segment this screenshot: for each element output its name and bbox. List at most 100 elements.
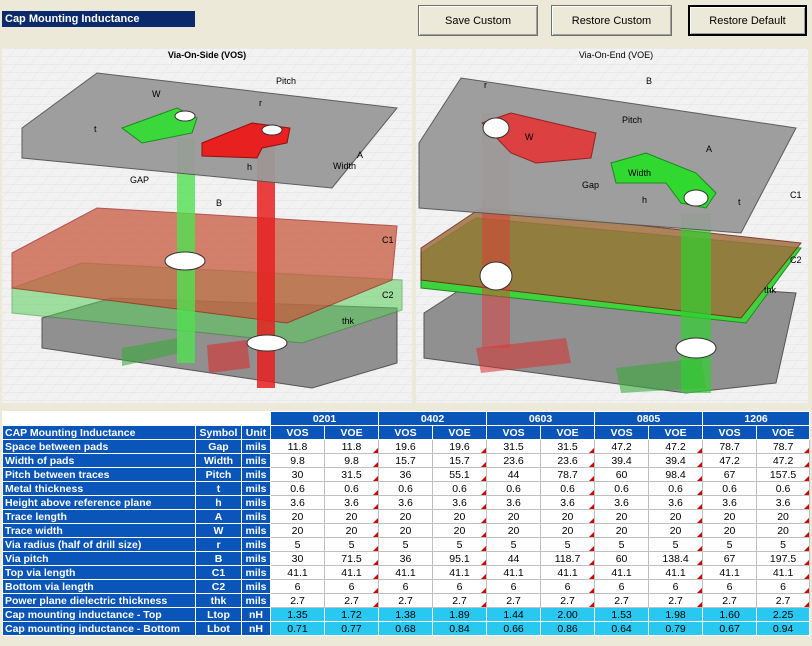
- value-cell[interactable]: 6: [486, 579, 542, 594]
- value-cell[interactable]: 6: [648, 579, 704, 594]
- value-cell[interactable]: 3.6: [540, 495, 596, 510]
- value-cell[interactable]: 60: [594, 467, 650, 482]
- value-cell[interactable]: 6: [756, 579, 811, 594]
- value-cell[interactable]: 197.5: [756, 551, 811, 566]
- value-cell[interactable]: 6: [594, 579, 650, 594]
- value-cell[interactable]: 5: [756, 537, 811, 552]
- value-cell[interactable]: 15.7: [432, 453, 488, 468]
- value-cell[interactable]: 41.1: [756, 565, 811, 580]
- value-cell[interactable]: 5: [432, 537, 488, 552]
- value-cell[interactable]: 31.5: [540, 439, 596, 454]
- value-cell[interactable]: 20: [540, 509, 596, 524]
- value-cell[interactable]: 2.7: [378, 593, 434, 608]
- value-cell[interactable]: 0.6: [702, 481, 758, 496]
- value-cell[interactable]: 3.6: [270, 495, 325, 510]
- value-cell[interactable]: 41.1: [323, 565, 380, 580]
- value-cell[interactable]: 41.1: [378, 565, 434, 580]
- value-cell[interactable]: 41.1: [702, 565, 758, 580]
- value-cell[interactable]: 5: [648, 537, 704, 552]
- value-cell[interactable]: 20: [594, 523, 650, 538]
- restore-custom-button[interactable]: Restore Custom: [551, 5, 672, 36]
- value-cell[interactable]: 20: [648, 509, 704, 524]
- value-cell[interactable]: 20: [323, 523, 380, 538]
- value-cell[interactable]: 9.8: [270, 453, 325, 468]
- value-cell[interactable]: 3.6: [432, 495, 488, 510]
- value-cell[interactable]: 23.6: [540, 453, 596, 468]
- value-cell[interactable]: 30: [270, 551, 325, 566]
- value-cell[interactable]: 47.2: [648, 439, 704, 454]
- value-cell[interactable]: 2.7: [486, 593, 542, 608]
- value-cell[interactable]: 118.7: [540, 551, 596, 566]
- value-cell[interactable]: 19.6: [432, 439, 488, 454]
- value-cell[interactable]: 31.5: [323, 467, 380, 482]
- value-cell[interactable]: 20: [432, 509, 488, 524]
- value-cell[interactable]: 5: [378, 537, 434, 552]
- value-cell[interactable]: 95.1: [432, 551, 488, 566]
- value-cell[interactable]: 6: [323, 579, 380, 594]
- value-cell[interactable]: 3.6: [648, 495, 704, 510]
- value-cell[interactable]: 39.4: [594, 453, 650, 468]
- value-cell[interactable]: 20: [270, 509, 325, 524]
- value-cell[interactable]: 44: [486, 467, 542, 482]
- value-cell[interactable]: 3.6: [756, 495, 811, 510]
- value-cell[interactable]: 71.5: [323, 551, 380, 566]
- value-cell[interactable]: 20: [594, 509, 650, 524]
- value-cell[interactable]: 5: [702, 537, 758, 552]
- value-cell[interactable]: 0.6: [270, 481, 325, 496]
- value-cell[interactable]: 20: [486, 523, 542, 538]
- value-cell[interactable]: 20: [540, 523, 596, 538]
- value-cell[interactable]: 6: [702, 579, 758, 594]
- value-cell[interactable]: 47.2: [702, 453, 758, 468]
- value-cell[interactable]: 0.6: [594, 481, 650, 496]
- value-cell[interactable]: 9.8: [323, 453, 380, 468]
- value-cell[interactable]: 5: [594, 537, 650, 552]
- value-cell[interactable]: 67: [702, 467, 758, 482]
- value-cell[interactable]: 78.7: [756, 439, 811, 454]
- value-cell[interactable]: 31.5: [486, 439, 542, 454]
- value-cell[interactable]: 2.7: [702, 593, 758, 608]
- value-cell[interactable]: 6: [270, 579, 325, 594]
- value-cell[interactable]: 2.7: [594, 593, 650, 608]
- value-cell[interactable]: 0.6: [432, 481, 488, 496]
- value-cell[interactable]: 3.6: [486, 495, 542, 510]
- value-cell[interactable]: 41.1: [540, 565, 596, 580]
- value-cell[interactable]: 6: [540, 579, 596, 594]
- save-custom-button[interactable]: Save Custom: [418, 5, 538, 36]
- value-cell[interactable]: 5: [486, 537, 542, 552]
- value-cell[interactable]: 2.7: [270, 593, 325, 608]
- value-cell[interactable]: 5: [323, 537, 380, 552]
- restore-default-button[interactable]: Restore Default: [688, 5, 807, 36]
- value-cell[interactable]: 157.5: [756, 467, 811, 482]
- value-cell[interactable]: 20: [486, 509, 542, 524]
- value-cell[interactable]: 60: [594, 551, 650, 566]
- value-cell[interactable]: 20: [648, 523, 704, 538]
- value-cell[interactable]: 78.7: [540, 467, 596, 482]
- value-cell[interactable]: 41.1: [270, 565, 325, 580]
- value-cell[interactable]: 20: [432, 523, 488, 538]
- value-cell[interactable]: 3.6: [378, 495, 434, 510]
- value-cell[interactable]: 20: [323, 509, 380, 524]
- value-cell[interactable]: 41.1: [648, 565, 704, 580]
- value-cell[interactable]: 55.1: [432, 467, 488, 482]
- value-cell[interactable]: 5: [540, 537, 596, 552]
- value-cell[interactable]: 41.1: [486, 565, 542, 580]
- value-cell[interactable]: 6: [378, 579, 434, 594]
- value-cell[interactable]: 23.6: [486, 453, 542, 468]
- value-cell[interactable]: 3.6: [323, 495, 380, 510]
- value-cell[interactable]: 11.8: [270, 439, 325, 454]
- value-cell[interactable]: 20: [756, 523, 811, 538]
- value-cell[interactable]: 0.6: [540, 481, 596, 496]
- value-cell[interactable]: 3.6: [594, 495, 650, 510]
- value-cell[interactable]: 0.6: [486, 481, 542, 496]
- value-cell[interactable]: 98.4: [648, 467, 704, 482]
- value-cell[interactable]: 0.6: [323, 481, 380, 496]
- value-cell[interactable]: 6: [432, 579, 488, 594]
- value-cell[interactable]: 0.6: [378, 481, 434, 496]
- value-cell[interactable]: 47.2: [756, 453, 811, 468]
- value-cell[interactable]: 44: [486, 551, 542, 566]
- value-cell[interactable]: 41.1: [432, 565, 488, 580]
- value-cell[interactable]: 15.7: [378, 453, 434, 468]
- value-cell[interactable]: 3.6: [702, 495, 758, 510]
- value-cell[interactable]: 5: [270, 537, 325, 552]
- value-cell[interactable]: 39.4: [648, 453, 704, 468]
